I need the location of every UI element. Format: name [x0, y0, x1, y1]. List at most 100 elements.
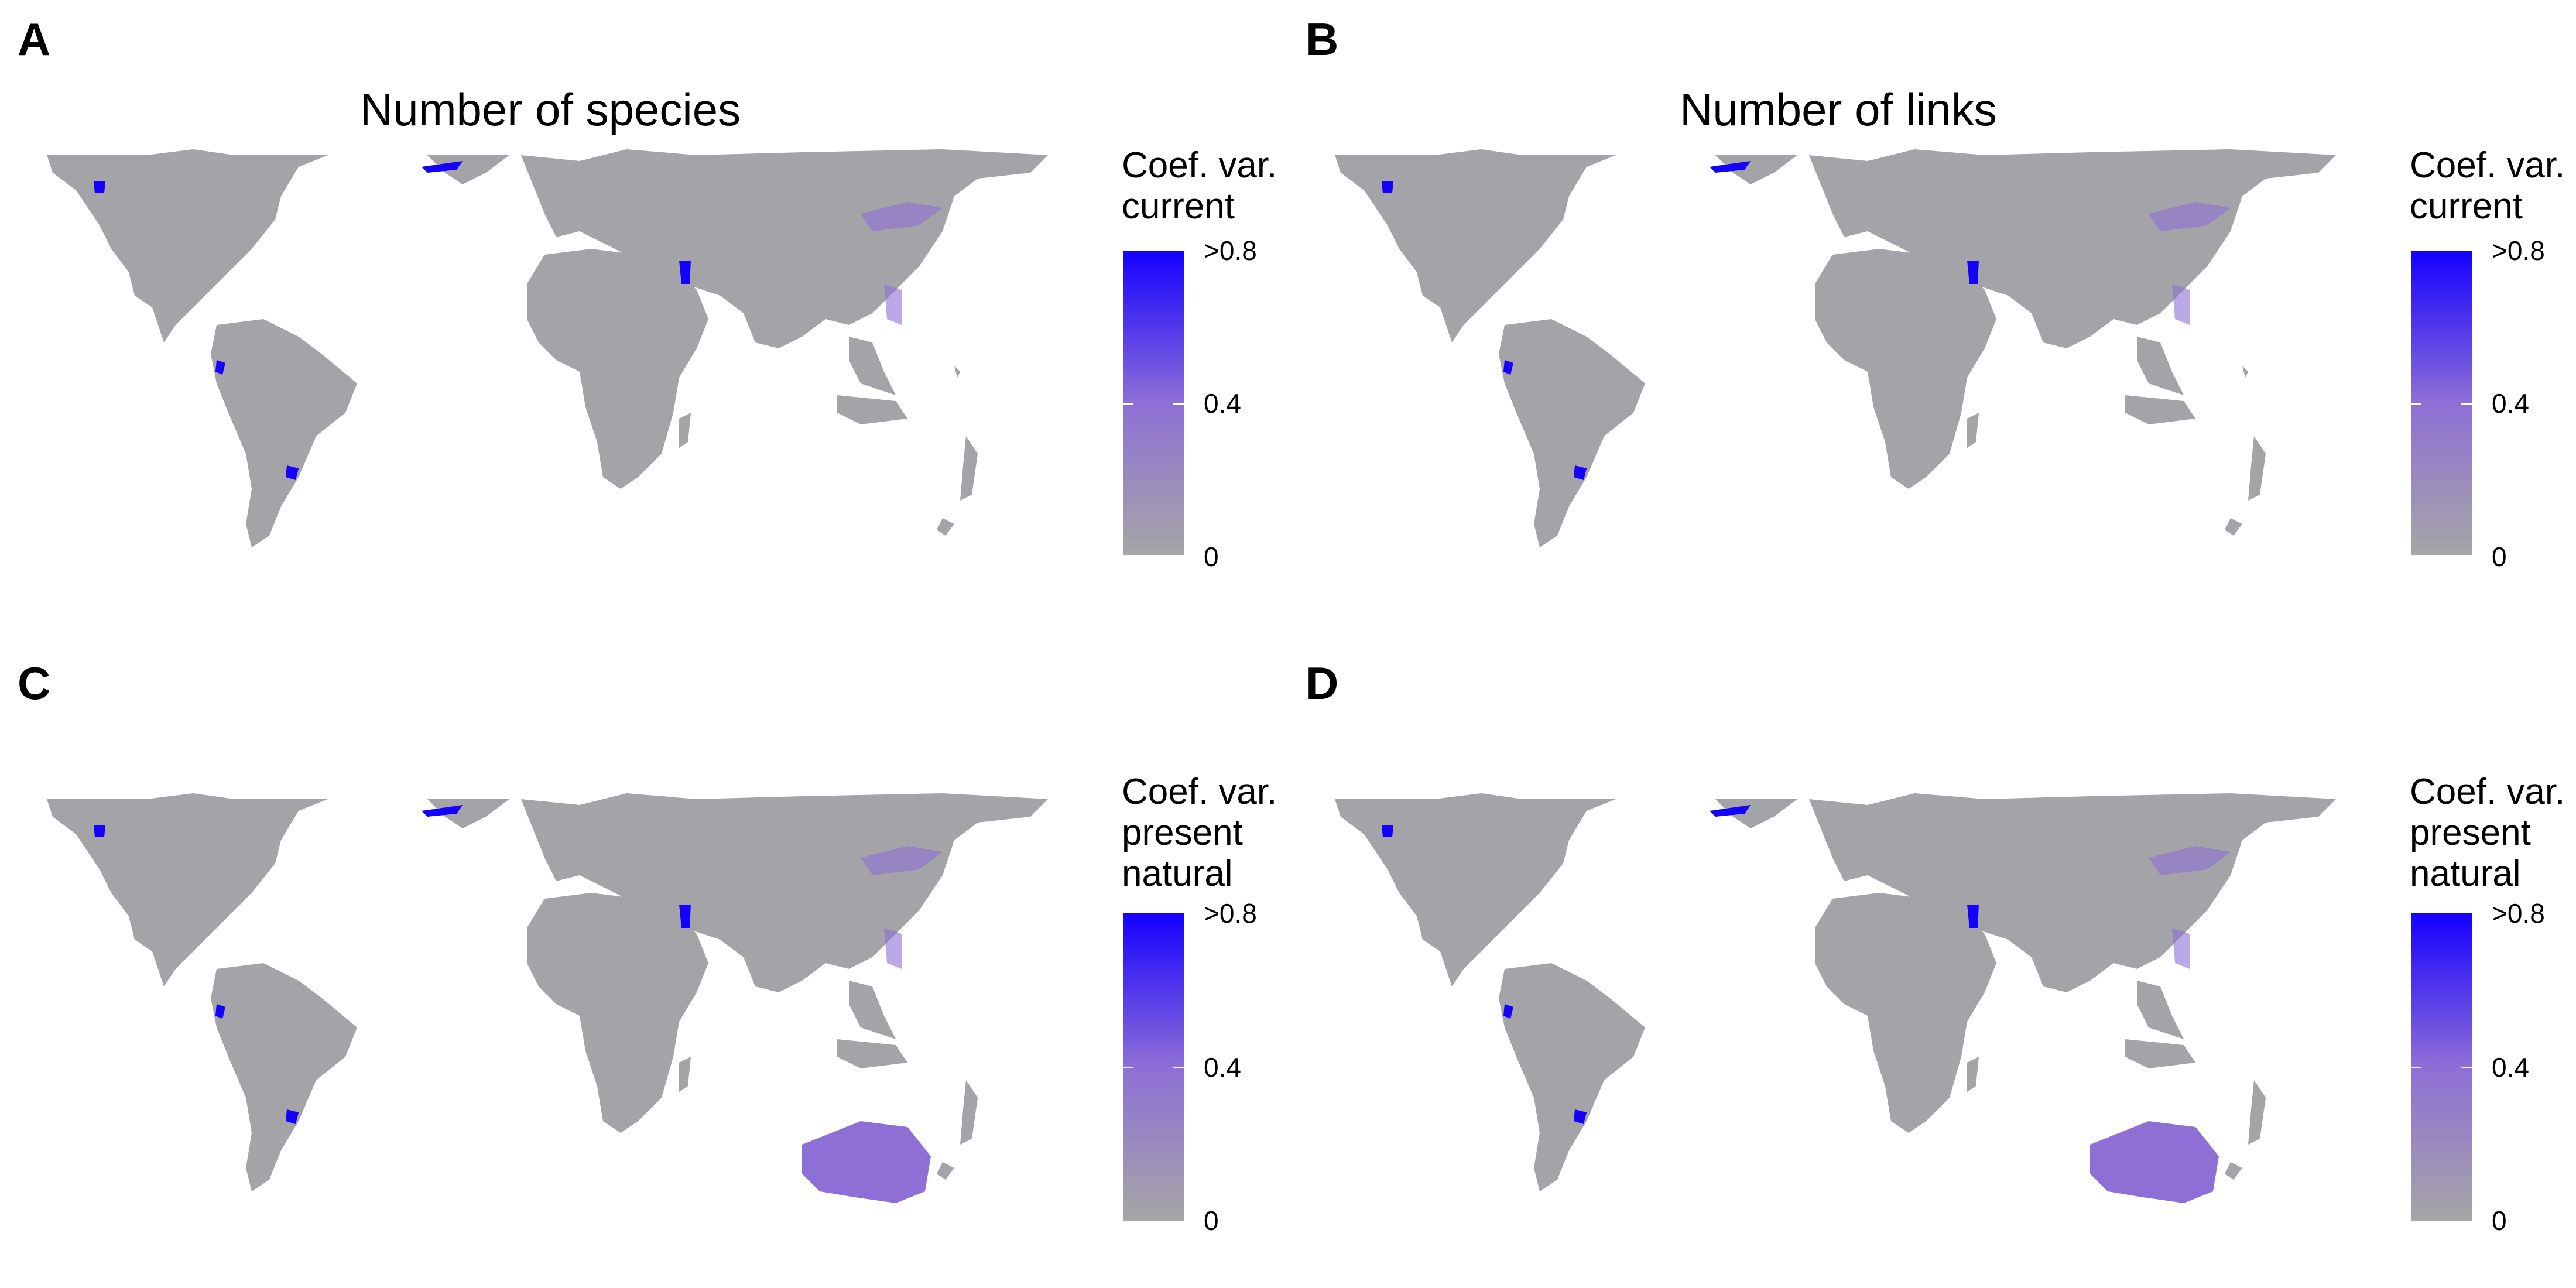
hotspot	[94, 181, 105, 193]
tick-mark	[2461, 1067, 2472, 1068]
hotspot	[679, 261, 691, 284]
legend-title-line: current	[1122, 186, 1235, 227]
new-zealand	[2248, 436, 2266, 501]
hotspot	[679, 905, 691, 928]
tick-label-min: 0	[1204, 542, 1219, 572]
legend-title: Coef. var. present natural	[2410, 772, 2565, 895]
tick-label-max: >0.8	[2492, 898, 2545, 929]
tick-label-min: 0	[1204, 1205, 1219, 1236]
panel-a: A Number of species Coef. var. current >…	[0, 0, 1288, 644]
hotspot	[1967, 905, 1979, 928]
hotspot	[1382, 181, 1393, 193]
legend-title-line: present	[2410, 813, 2531, 853]
north-america	[1335, 149, 1616, 342]
hotspot-band	[884, 284, 902, 325]
hotspot	[1710, 805, 1751, 817]
panel-title: Number of links	[1680, 84, 1997, 135]
hotspot	[215, 360, 225, 375]
legend-title-line: Coef. var.	[2410, 772, 2565, 812]
hotspot	[1574, 1109, 1587, 1124]
tick-mark	[2411, 403, 2421, 405]
southeast-asia	[2137, 981, 2184, 1039]
panel-b: B Number of links Coef. var. current >0.…	[1288, 0, 2576, 644]
greenland	[427, 155, 509, 184]
europe-asia	[521, 793, 1048, 992]
tasmania-south	[2225, 1162, 2242, 1180]
europe-asia	[1809, 149, 2336, 348]
southeast-asia	[2137, 337, 2184, 395]
tick-label-max: >0.8	[1204, 235, 1257, 266]
greenland	[1715, 155, 1797, 184]
panel-title: Number of species	[359, 84, 741, 135]
tick-label-max: >0.8	[1204, 898, 1257, 929]
hotspot	[1574, 465, 1587, 480]
europe-asia	[521, 149, 1048, 348]
tick-label-min: 0	[2492, 1205, 2507, 1236]
indonesia	[837, 395, 907, 424]
tick-label-mid: 0.4	[2492, 388, 2529, 419]
hotspot-band	[2172, 928, 2190, 969]
legend-title-line: Coef. var.	[2410, 145, 2565, 186]
world-map	[1335, 149, 2336, 547]
hotspot	[286, 1109, 299, 1124]
south-america	[1499, 963, 1645, 1191]
indonesia	[2125, 1039, 2195, 1068]
hotspot	[215, 1004, 225, 1019]
tick-label-min: 0	[2492, 542, 2507, 572]
hotspot	[94, 825, 105, 837]
north-america	[1335, 793, 1616, 986]
legend-title: Coef. var. current	[1122, 145, 1277, 227]
new-zealand	[960, 436, 978, 501]
tick-label-mid: 0.4	[1204, 388, 1241, 419]
australia	[802, 1121, 931, 1203]
europe-asia	[1809, 793, 2336, 992]
hotspot	[1503, 1004, 1513, 1019]
hotspot	[1967, 261, 1979, 284]
tick-label-mid: 0.4	[2492, 1052, 2529, 1083]
south-america	[211, 963, 357, 1191]
new-zealand	[2248, 1080, 2266, 1145]
pacific-island	[2242, 366, 2248, 378]
tasmania-south	[2225, 518, 2242, 536]
tick-mark	[1173, 403, 1184, 405]
africa	[1815, 893, 1996, 1133]
hotspot-band	[2149, 846, 2231, 875]
indonesia	[837, 1039, 907, 1068]
hotspot	[1382, 825, 1393, 837]
legend-title: Coef. var. current	[2410, 145, 2565, 227]
hotspot-band	[861, 846, 943, 875]
panel-letter: C	[18, 657, 51, 709]
legend-title-line: Coef. var.	[1122, 772, 1277, 812]
greenland	[427, 799, 509, 828]
panel-letter: B	[1306, 13, 1339, 65]
legend-title-line: present	[1122, 813, 1243, 853]
madagascar	[679, 413, 691, 448]
southeast-asia	[849, 981, 896, 1039]
madagascar	[1967, 1057, 1979, 1092]
legend-title-line: Coef. var.	[1122, 145, 1277, 186]
panel-c: C Coef. var. present natural >0.8 0.4 0	[0, 644, 1288, 1288]
panel-letter: A	[18, 13, 51, 65]
legend-title: Coef. var. present natural	[1122, 772, 1277, 895]
madagascar	[679, 1057, 691, 1092]
hotspot-band	[2172, 284, 2190, 325]
hotspot-band	[861, 202, 943, 231]
legend-title-line: natural	[1122, 854, 1233, 894]
hotspot	[422, 161, 463, 173]
indonesia	[2125, 395, 2195, 424]
madagascar	[1967, 413, 1979, 448]
hotspot	[1710, 161, 1751, 173]
hotspot	[1503, 360, 1513, 375]
hotspot	[286, 465, 299, 480]
tick-label-max: >0.8	[2492, 235, 2545, 266]
world-map	[47, 793, 1048, 1203]
greenland	[1715, 799, 1797, 828]
new-zealand	[960, 1080, 978, 1145]
tick-mark	[1173, 1067, 1184, 1068]
africa	[527, 893, 708, 1133]
africa	[1815, 249, 1996, 489]
south-america	[211, 319, 357, 547]
southeast-asia	[849, 337, 896, 395]
panel-letter: D	[1306, 657, 1339, 709]
tick-mark	[2411, 1067, 2421, 1068]
